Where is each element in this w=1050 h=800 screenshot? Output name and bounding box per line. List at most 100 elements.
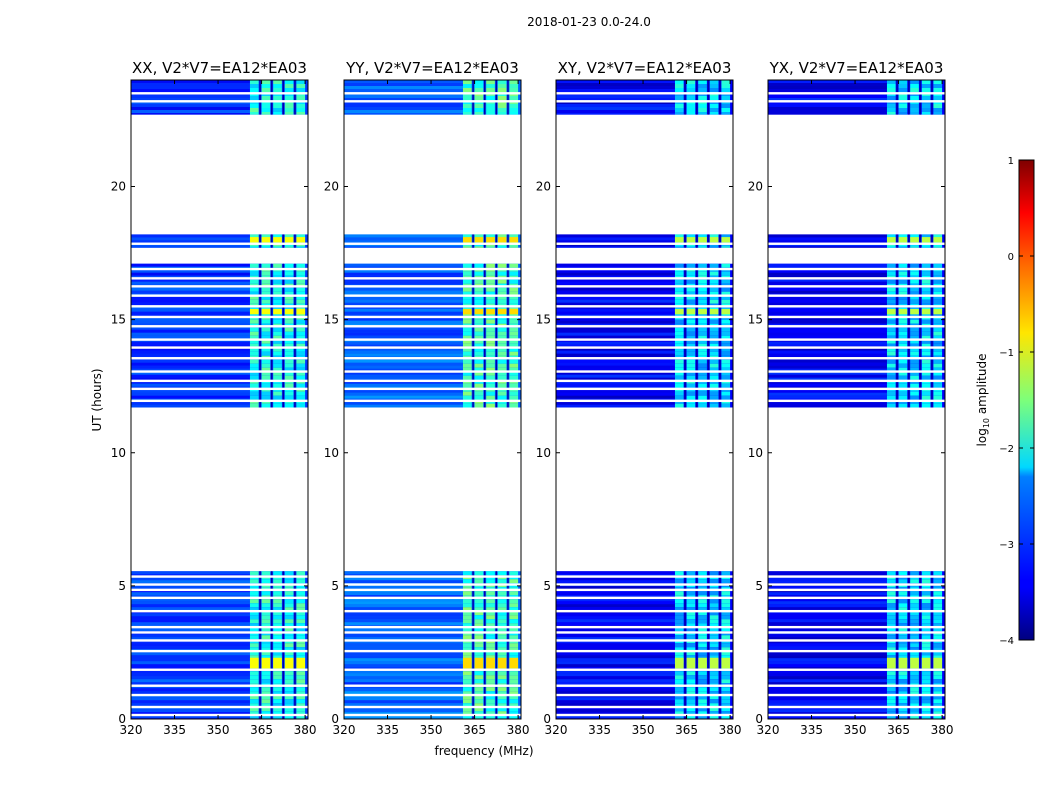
band-cell: [721, 599, 731, 604]
band-cell: [933, 84, 943, 88]
flagged-line: [768, 575, 945, 578]
band-cell: [296, 707, 306, 712]
bright-event: [709, 237, 719, 243]
band-cell: [509, 607, 519, 612]
y-tick-label: 10: [748, 446, 763, 460]
band-cell: [284, 691, 294, 696]
band-cell: [910, 331, 919, 336]
band-cell: [933, 104, 943, 108]
band-cell: [933, 675, 943, 680]
band-cell: [249, 383, 259, 388]
flagged-line: [131, 242, 308, 245]
band-cell: [898, 96, 908, 100]
band-cell: [686, 112, 696, 115]
band-cell: [474, 295, 484, 300]
heatmap-row: [768, 392, 887, 396]
band-cell: [474, 375, 484, 380]
heatmap-row: [768, 281, 887, 285]
band-cell: [261, 327, 271, 332]
band-cell: [910, 371, 919, 376]
band-cell: [509, 695, 519, 700]
band-cell: [709, 363, 719, 368]
band-cell: [261, 359, 271, 364]
band-cell: [910, 84, 919, 88]
dark-channel: [919, 234, 922, 248]
band-cell: [709, 699, 719, 704]
band-cell: [497, 611, 507, 616]
band-cell: [486, 371, 495, 376]
band-cell: [921, 104, 931, 108]
band-cell: [709, 343, 719, 348]
band-cell: [686, 263, 696, 268]
band-cell: [721, 691, 731, 696]
band-cell: [509, 591, 519, 596]
band-cell: [509, 108, 519, 112]
band-cell: [674, 571, 684, 576]
band-cell: [709, 295, 719, 300]
heatmap-row: [556, 619, 675, 623]
band-cell: [486, 112, 495, 115]
band-cell: [921, 339, 931, 344]
y-tick-label: 20: [111, 180, 126, 194]
band-cell: [296, 647, 306, 652]
heatmap-row: [768, 302, 887, 306]
band-cell: [474, 108, 484, 112]
heatmap-row: [768, 598, 887, 602]
band-cell: [462, 647, 472, 652]
band-cell: [273, 246, 282, 248]
band-cell: [284, 112, 294, 115]
band-cell: [921, 695, 931, 700]
band-cell: [249, 623, 259, 628]
band-cell: [497, 383, 507, 388]
band-cell: [284, 651, 294, 656]
band-cell: [709, 271, 719, 276]
band-cell: [933, 112, 943, 115]
heatmap-row: [131, 287, 250, 291]
dark-channel: [896, 571, 898, 719]
band-cell: [296, 579, 306, 584]
band-cell: [721, 375, 731, 380]
dark-channel: [931, 234, 933, 248]
band-cell: [249, 671, 259, 676]
band-cell: [674, 707, 684, 712]
heatmap-row: [131, 311, 250, 315]
band-cell: [273, 234, 282, 239]
band-cell: [721, 371, 731, 376]
band-cell: [296, 703, 306, 708]
band-cell: [698, 295, 707, 300]
bright-event: [721, 308, 731, 315]
heatmap-row: [131, 637, 250, 641]
band-cell: [686, 611, 696, 616]
dark-channel: [472, 234, 474, 248]
dark-channel: [896, 80, 898, 115]
band-cell: [296, 371, 306, 376]
band-cell: [249, 299, 259, 304]
band-cell: [709, 263, 719, 268]
band-cell: [284, 104, 294, 108]
heatmap-row: [768, 311, 887, 315]
dark-channel: [908, 80, 910, 115]
band-cell: [474, 643, 484, 648]
band-cell: [273, 84, 282, 88]
heatmap-row: [556, 246, 675, 248]
heatmap-row: [131, 592, 250, 596]
heatmap-row: [344, 320, 463, 324]
band-cell: [474, 615, 484, 620]
heatmap-row: [131, 404, 250, 408]
band-cell: [674, 715, 684, 719]
heatmap-row: [344, 643, 463, 647]
heatmap-row: [556, 320, 675, 324]
flagged-line: [556, 575, 733, 578]
band-cell: [721, 271, 731, 276]
heatmap-row: [344, 287, 463, 291]
band-cell: [273, 603, 282, 608]
band-cell: [296, 287, 306, 292]
bright-event: [261, 237, 271, 243]
heatmap-row: [556, 389, 675, 393]
band-cell: [486, 671, 495, 676]
band-cell: [921, 675, 931, 680]
band-cell: [462, 679, 472, 684]
heatmap-row: [131, 89, 250, 92]
band-cell: [709, 279, 719, 284]
band-cell: [249, 363, 259, 368]
